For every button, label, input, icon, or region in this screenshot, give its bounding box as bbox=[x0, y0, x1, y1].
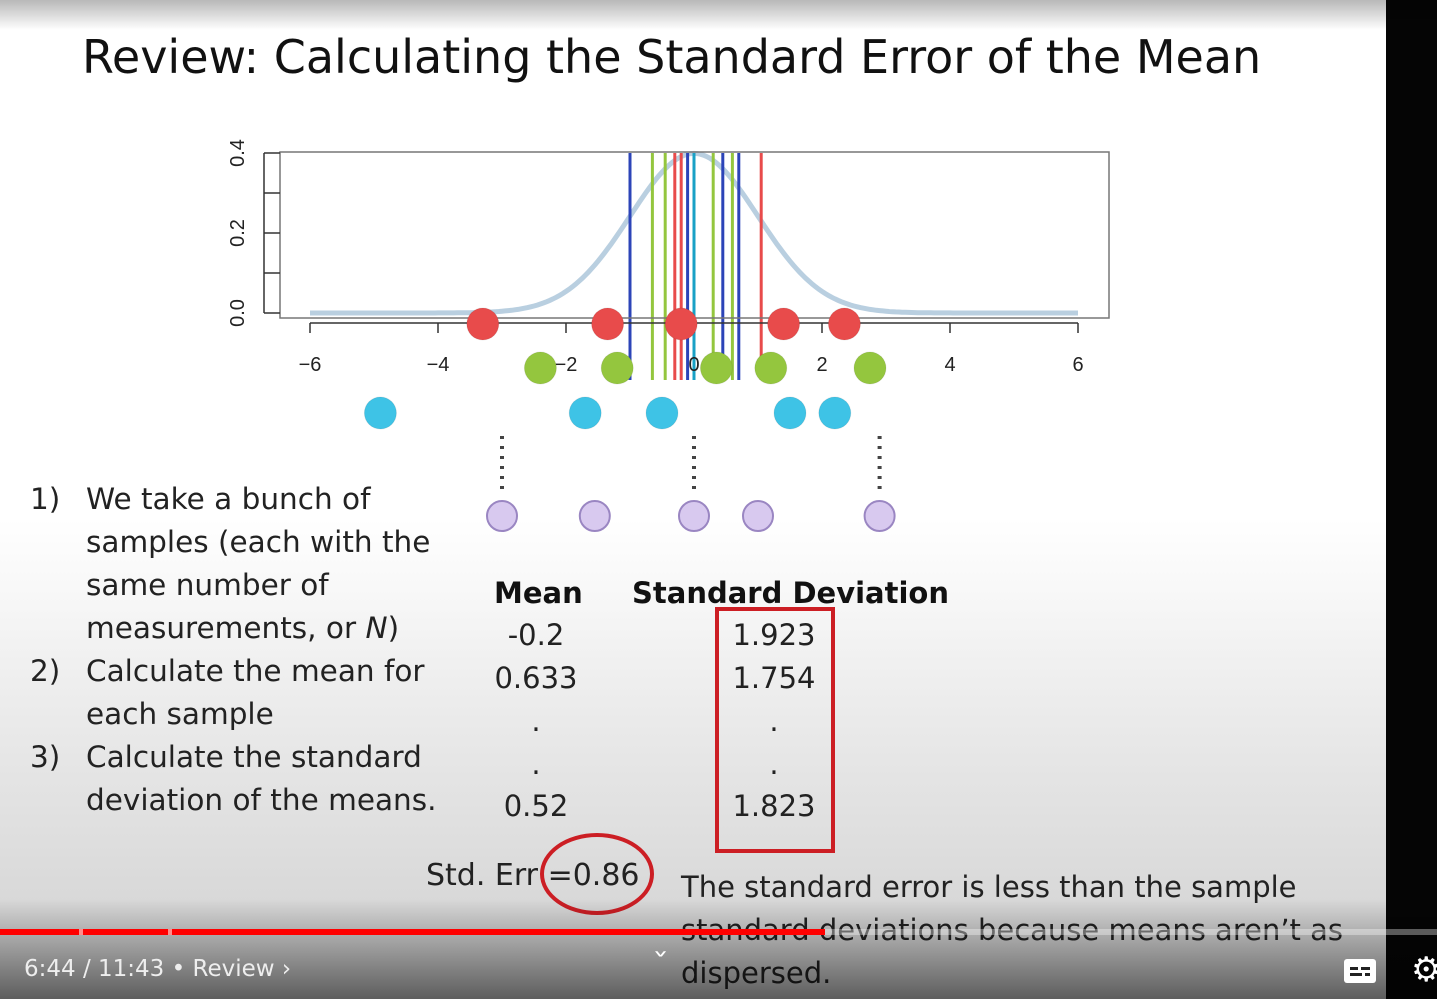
mean-cell: 0.52 bbox=[503, 789, 569, 823]
sd-cell: 1.923 bbox=[732, 618, 816, 652]
chapter-title: Review bbox=[192, 956, 275, 982]
slide-title: Review: Calculating the Standard Error o… bbox=[82, 30, 1262, 84]
chevron-down-icon[interactable]: ˅ bbox=[651, 950, 670, 975]
sd-cell: 1.823 bbox=[732, 789, 816, 823]
x-tick-label: 0 bbox=[688, 354, 699, 376]
y-tick-label: 0.0 bbox=[227, 299, 249, 327]
sample-point-cyan bbox=[363, 396, 397, 430]
sample-point-green bbox=[600, 351, 634, 385]
step-text: We take a bunch of samples (each with th… bbox=[86, 478, 440, 650]
step-text: Calculate the mean for each sample bbox=[86, 654, 425, 731]
sample-point-green bbox=[699, 351, 733, 385]
progress-played bbox=[0, 929, 825, 935]
step-number: 3) bbox=[30, 740, 61, 774]
sample-point-red bbox=[664, 307, 698, 341]
step-text-part: We take a bunch of samples (each with th… bbox=[86, 482, 431, 645]
current-time: 6:44 bbox=[24, 956, 76, 982]
chapter-marker bbox=[168, 929, 172, 935]
sd-cell: 1.754 bbox=[732, 661, 816, 695]
step-1: 1) We take a bunch of samples (each with… bbox=[30, 478, 440, 650]
y-tick-label: 0.4 bbox=[227, 139, 249, 167]
sample-point-red bbox=[591, 307, 625, 341]
sample-point-green bbox=[523, 351, 557, 385]
sample-point-cyan bbox=[818, 396, 852, 430]
mean-column-header: Mean bbox=[494, 576, 583, 610]
chevron-right-icon: › bbox=[281, 956, 292, 982]
sample-mean-point bbox=[578, 500, 611, 532]
sample-point-cyan bbox=[773, 396, 807, 430]
sample-point-red bbox=[767, 307, 801, 341]
sample-point-cyan bbox=[645, 396, 679, 430]
chapter-button[interactable]: Review › bbox=[193, 956, 292, 982]
x-tick-label: 2 bbox=[816, 354, 827, 376]
sample-point-green bbox=[754, 351, 788, 385]
sd-column-header: Standard Deviation bbox=[632, 576, 949, 610]
sample-mean-point bbox=[863, 500, 896, 532]
sample-point-red bbox=[466, 307, 500, 341]
letterbox-bar bbox=[1386, 0, 1437, 999]
progress-bar[interactable] bbox=[0, 929, 1437, 935]
sd-highlight-box bbox=[715, 607, 835, 853]
sd-cell: . bbox=[769, 704, 779, 738]
sample-point-cyan bbox=[568, 396, 602, 430]
chapter-marker bbox=[79, 929, 83, 935]
x-tick-label: 4 bbox=[944, 354, 955, 376]
step-text-part: ) bbox=[387, 611, 400, 645]
x-tick-label: −4 bbox=[427, 354, 450, 376]
x-tick-label: 6 bbox=[1072, 354, 1083, 376]
sample-point-red bbox=[827, 307, 861, 341]
std-err-label: Std. Err bbox=[426, 858, 539, 893]
mean-cell: 0.633 bbox=[494, 661, 578, 695]
sample-mean-point bbox=[678, 500, 710, 532]
y-tick-label: 0.2 bbox=[227, 219, 249, 247]
mean-cell: . bbox=[531, 704, 541, 738]
duration: 11:43 bbox=[98, 956, 165, 982]
x-tick-label: −6 bbox=[299, 354, 322, 376]
x-tick-label: −2 bbox=[555, 354, 578, 376]
step-3: 3) Calculate the standard deviation of t… bbox=[30, 736, 440, 822]
time-separator: / bbox=[82, 956, 91, 982]
step-2: 2) Calculate the mean for each sample bbox=[30, 650, 440, 736]
steps-list: 1) We take a bunch of samples (each with… bbox=[30, 478, 440, 822]
sample-point-green bbox=[853, 351, 887, 385]
std-err-highlight-ellipse bbox=[540, 833, 654, 915]
step-number: 2) bbox=[30, 654, 61, 688]
slide: Review: Calculating the Standard Error o… bbox=[0, 0, 1386, 999]
mean-cell: -0.2 bbox=[507, 618, 565, 652]
normal-distribution-plot: 0.0 0.2 0.4 −6 −4 −2 0 2 4 6 bbox=[227, 139, 1110, 532]
step-text-italic-n: N bbox=[365, 611, 388, 645]
sample-mean-point bbox=[742, 500, 774, 532]
chapter-bullet: • bbox=[171, 956, 186, 982]
step-text: Calculate the standard deviation of the … bbox=[86, 740, 437, 817]
step-number: 1) bbox=[30, 482, 61, 516]
mean-cell: . bbox=[531, 747, 541, 781]
subtitles-icon[interactable] bbox=[1344, 959, 1376, 983]
time-display: 6:44 / 11:43 • Review › bbox=[24, 956, 291, 982]
sd-cell: . bbox=[769, 747, 779, 781]
settings-gear-icon[interactable]: ⚙ bbox=[1411, 950, 1437, 990]
sample-mean-point bbox=[486, 500, 518, 532]
